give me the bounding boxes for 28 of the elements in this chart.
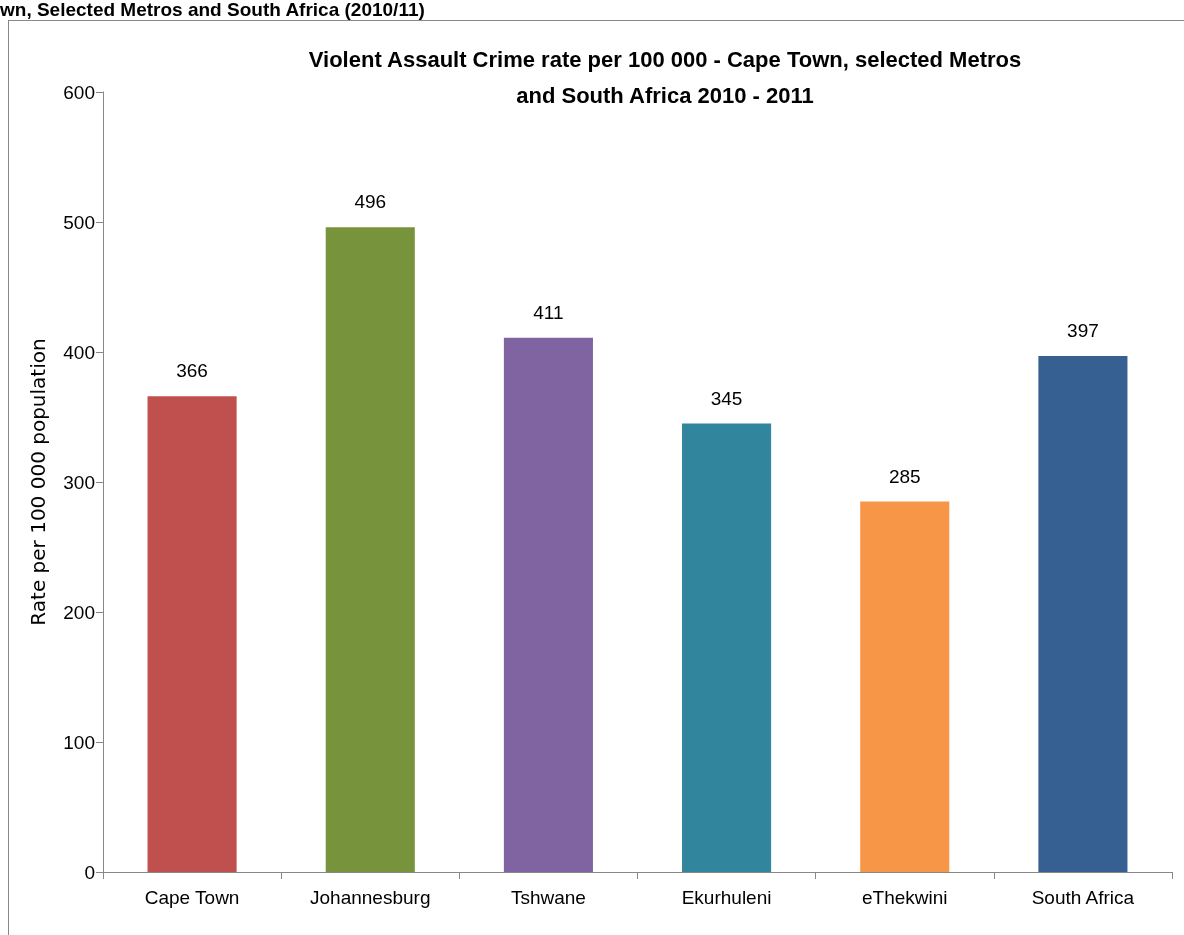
x-tick-label: Johannesburg (310, 887, 431, 908)
y-tick-label: 100 (63, 731, 95, 753)
y-axis-title: Rate per 100 000 population (26, 338, 50, 626)
data-label: 411 (533, 301, 564, 323)
text: wn, Selected Metros and South Africa (2010/11) (0, 0, 425, 20)
x-tick-label: eThekwini (861, 887, 948, 908)
data-label: 345 (710, 387, 743, 409)
bar (325, 227, 415, 872)
y-tick-label: 400 (63, 341, 95, 363)
data-label: 397 (1067, 319, 1099, 341)
bar (503, 337, 593, 872)
bar (682, 423, 772, 872)
x-tick-label: Ekurhuleni (681, 887, 772, 908)
y-tick-label: 600 (63, 81, 95, 103)
x-tick-label: South Africa (1031, 887, 1135, 908)
bar (860, 501, 950, 872)
bar (1038, 355, 1128, 872)
y-tick-label: 200 (63, 601, 95, 623)
data-label: 285 (888, 465, 921, 487)
data-label: 366 (176, 360, 208, 382)
bar (147, 396, 237, 872)
y-tick-label: 0 (84, 861, 95, 883)
y-tick-label: 300 (63, 471, 95, 493)
x-tick-label: Cape Town (144, 887, 240, 908)
y-tick-label: 500 (63, 211, 95, 233)
chart-title: Violent Assault Crime rate per 100 000 - Cape Town, selected Metros and South Africa 2010 - 2011 (308, 46, 1022, 108)
x-tick-label: Tshwane (510, 887, 586, 908)
data-label: 496 (354, 191, 387, 213)
